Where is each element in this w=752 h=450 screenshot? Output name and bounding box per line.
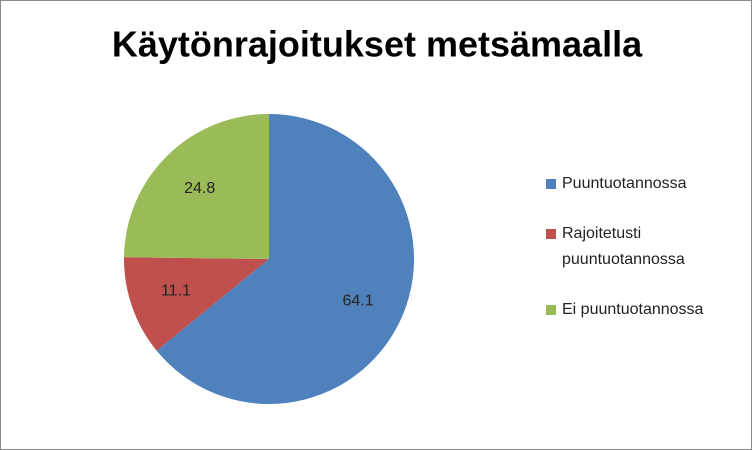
- data-label: 24.8: [184, 180, 215, 197]
- legend-label: Puuntuotannossa: [562, 175, 687, 192]
- legend-label: Ei puuntuotannossa: [562, 301, 704, 318]
- legend-item: Rajoitetusti puuntuotannossa: [546, 221, 736, 273]
- data-label: 64.1: [343, 292, 374, 309]
- chart-title: Käytönrajoitukset metsämaalla: [112, 24, 643, 65]
- pie-slice: [156, 114, 414, 404]
- legend-swatch: [546, 229, 556, 239]
- legend-item: Ei puuntuotannossa: [546, 297, 736, 323]
- data-label: 11.1: [161, 283, 191, 300]
- pie-slice: [124, 257, 270, 351]
- legend: Puuntuotannossa Rajoitetusti puuntuotanno…: [546, 171, 736, 347]
- pie-slice: [124, 114, 270, 259]
- legend-swatch: [546, 305, 556, 315]
- legend-label: Rajoitetusti puuntuotannossa: [562, 225, 685, 268]
- legend-swatch: [546, 179, 556, 189]
- legend-item: Puuntuotannossa: [546, 171, 736, 197]
